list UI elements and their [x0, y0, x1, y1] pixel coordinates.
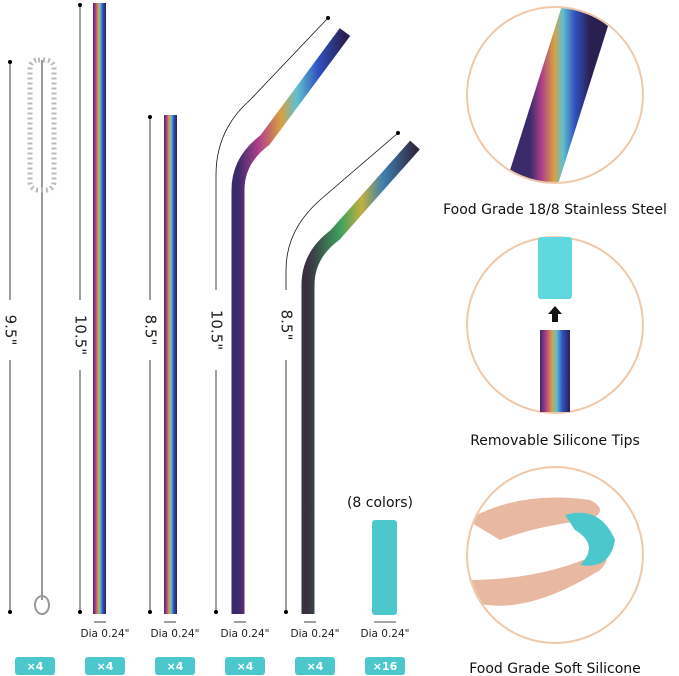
bent-straw	[231, 28, 351, 614]
diameter-label: Dia 0.24"	[361, 628, 410, 640]
feature-tips	[466, 236, 644, 414]
feature-caption: Food Grade Soft Silicone	[469, 661, 641, 676]
diameter-label: Dia 0.24"	[151, 628, 200, 640]
bent-straw	[301, 140, 420, 614]
count-badge: ×4	[27, 660, 44, 673]
diameter-label: Dia 0.24"	[291, 628, 340, 640]
count-badge: ×4	[97, 660, 114, 673]
feature-silicone	[466, 466, 644, 644]
count-badge: ×16	[373, 660, 398, 673]
length-label: 10.5"	[208, 310, 226, 350]
diameter-label: Dia 0.24"	[221, 628, 270, 640]
count-badges	[15, 657, 405, 675]
colors-note: (8 colors)	[347, 495, 413, 511]
feature-caption: Removable Silicone Tips	[470, 433, 640, 449]
measurement-lines	[8, 3, 400, 614]
length-label: 8.5"	[142, 315, 160, 346]
feature-caption: Food Grade 18/8 Stainless Steel	[443, 202, 667, 218]
count-badge: ×4	[237, 660, 254, 673]
count-badge: ×4	[307, 660, 324, 673]
length-label: 9.5"	[2, 315, 20, 346]
count-badge: ×4	[167, 660, 184, 673]
feature-steel	[466, 6, 644, 184]
length-label: 8.5"	[278, 310, 296, 341]
silicone-tip	[372, 520, 397, 615]
diameter-label: Dia 0.24"	[81, 628, 130, 640]
length-label: 10.5"	[72, 315, 90, 355]
straight-straw	[93, 3, 106, 614]
straight-straw	[164, 115, 177, 614]
cleaning-brush	[27, 57, 57, 615]
